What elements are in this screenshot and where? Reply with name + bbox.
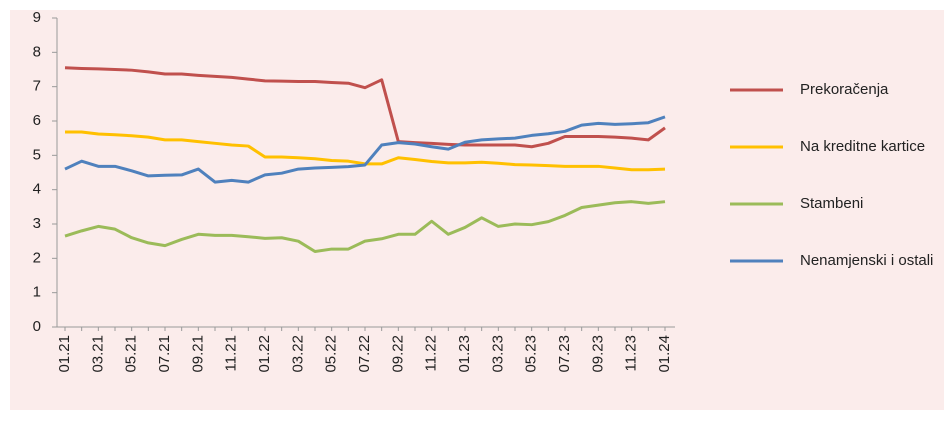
y-tick-label: 5: [33, 146, 41, 163]
y-tick-label: 8: [33, 43, 41, 60]
x-tick-label: 11.23: [623, 335, 640, 371]
y-tick-label: 4: [33, 181, 41, 198]
y-tick-label: 1: [33, 284, 41, 301]
x-tick-label: 11.21: [223, 335, 240, 371]
chart-background: [10, 10, 944, 410]
x-tick-label: 05.22: [323, 335, 340, 373]
x-tick-label: 05.21: [123, 335, 140, 373]
x-tick-label: 07.23: [556, 335, 573, 373]
legend-label: Prekoračenja: [800, 81, 889, 98]
x-tick-label: 09.22: [389, 335, 406, 373]
data-line: [64, 66, 666, 149]
data-line: [64, 200, 666, 253]
x-tick-label: 01.21: [56, 335, 73, 373]
y-tick-label: 7: [33, 78, 41, 95]
x-tick-label: 01.23: [456, 335, 473, 373]
y-tick-label: 0: [33, 318, 41, 335]
x-tick-label: 07.22: [356, 335, 373, 373]
y-tick-label: 2: [33, 249, 41, 266]
y-tick-label: 6: [33, 112, 41, 129]
x-tick-label: 05.23: [523, 335, 540, 373]
x-tick-label: 01.22: [256, 335, 273, 373]
data-line: [64, 115, 666, 184]
x-tick-label: 07.21: [156, 335, 173, 373]
x-tick-label: 03.22: [289, 335, 306, 373]
y-tick-label: 9: [33, 9, 41, 26]
y-tick-label: 3: [33, 215, 41, 232]
x-tick-label: 03.21: [89, 335, 106, 373]
x-tick-label: 09.23: [589, 335, 606, 373]
x-tick-label: 09.21: [189, 335, 206, 373]
x-tick-label: 03.23: [489, 335, 506, 373]
x-tick-label: 01.24: [656, 335, 673, 373]
legend-label: Nenamjenski i ostali: [800, 252, 933, 269]
x-tick-label: 11.22: [423, 335, 440, 371]
legend-label: Stambeni: [800, 195, 863, 212]
legend-label: Na kreditne kartice: [800, 138, 925, 155]
